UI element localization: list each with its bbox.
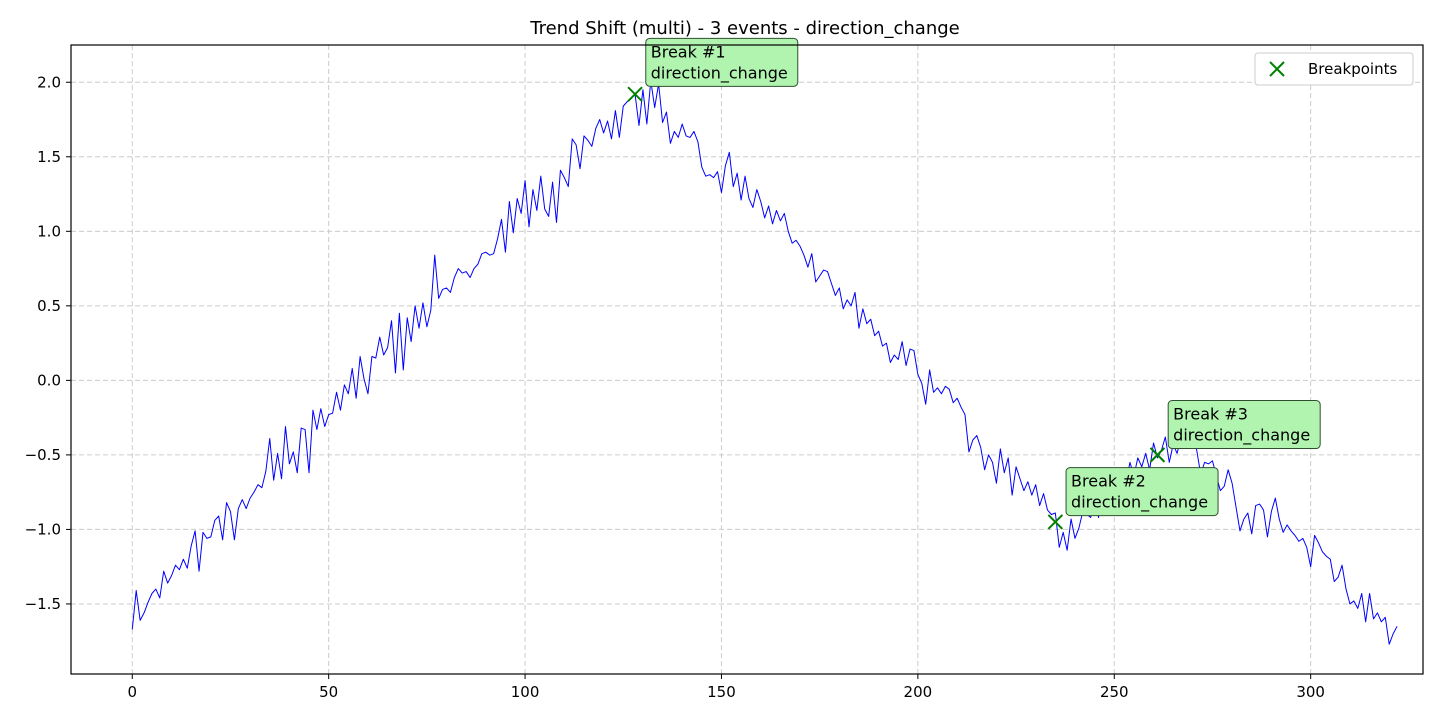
x-tick-label: 100 [511,683,540,701]
y-tick-label: 2.0 [37,73,61,91]
label-event: direction_change [1173,426,1310,446]
x-tick-label: 0 [128,683,138,701]
breakpoint-labels: Break #1 direction_change Break #2 directio… [645,37,1321,517]
x-tick-label: 300 [1296,683,1325,701]
legend: Breakpoints [1254,52,1414,86]
breakpoint-markers [627,86,1166,530]
label-box [645,37,799,87]
label-title: Break #1 [651,42,726,61]
legend-marker-x-icon [1269,61,1285,77]
label-title: Break #2 [1071,472,1146,491]
marker-stroke [1047,514,1064,530]
y-tick-label: −1.0 [25,520,61,538]
y-tick-label: −1.5 [25,595,61,613]
breakpoint-marker-2-x-icon [1047,514,1064,530]
y-tick-label: 0.0 [37,371,61,389]
marker-stroke [627,86,643,102]
marker-stroke [1149,447,1166,463]
label-title: Break #3 [1173,405,1248,424]
y-tick-label: 0.5 [37,297,61,315]
legend-entry-breakpoints: Breakpoints [1308,60,1397,78]
legend-marker-stroke [1269,61,1285,77]
breakpoint-label-2: Break #2 direction_change [1065,467,1219,517]
x-tick-label: 150 [707,683,736,701]
x-tick-label: 250 [1100,683,1129,701]
x-tick-label: 200 [904,683,933,701]
legend-frame [1254,52,1414,86]
breakpoint-marker-1-x-icon [627,86,643,102]
y-tick-label: 1.0 [37,222,61,240]
label-box [1065,467,1219,517]
plot-area-frame [70,44,1424,675]
grid-lines [71,45,1423,674]
y-tick-label: −0.5 [25,446,61,464]
label-event: direction_change [1071,493,1208,513]
breakpoint-label-3: Break #3 direction_change [1167,400,1321,450]
breakpoint-marker-3-x-icon [1149,447,1166,463]
label-event: direction_change [651,63,788,83]
y-tick-label: 1.5 [37,148,61,166]
breakpoint-label-1: Break #1 direction_change [645,37,799,87]
axes: 0 50 100 150 200 250 300 −1.5 −1.0 −0.5 0.0 0.5 1.0 1… [25,73,1325,701]
x-tick-label: 50 [319,683,338,701]
label-box [1167,400,1321,450]
chart-title: Trend Shift (multi) - 3 events - directi… [529,18,960,39]
